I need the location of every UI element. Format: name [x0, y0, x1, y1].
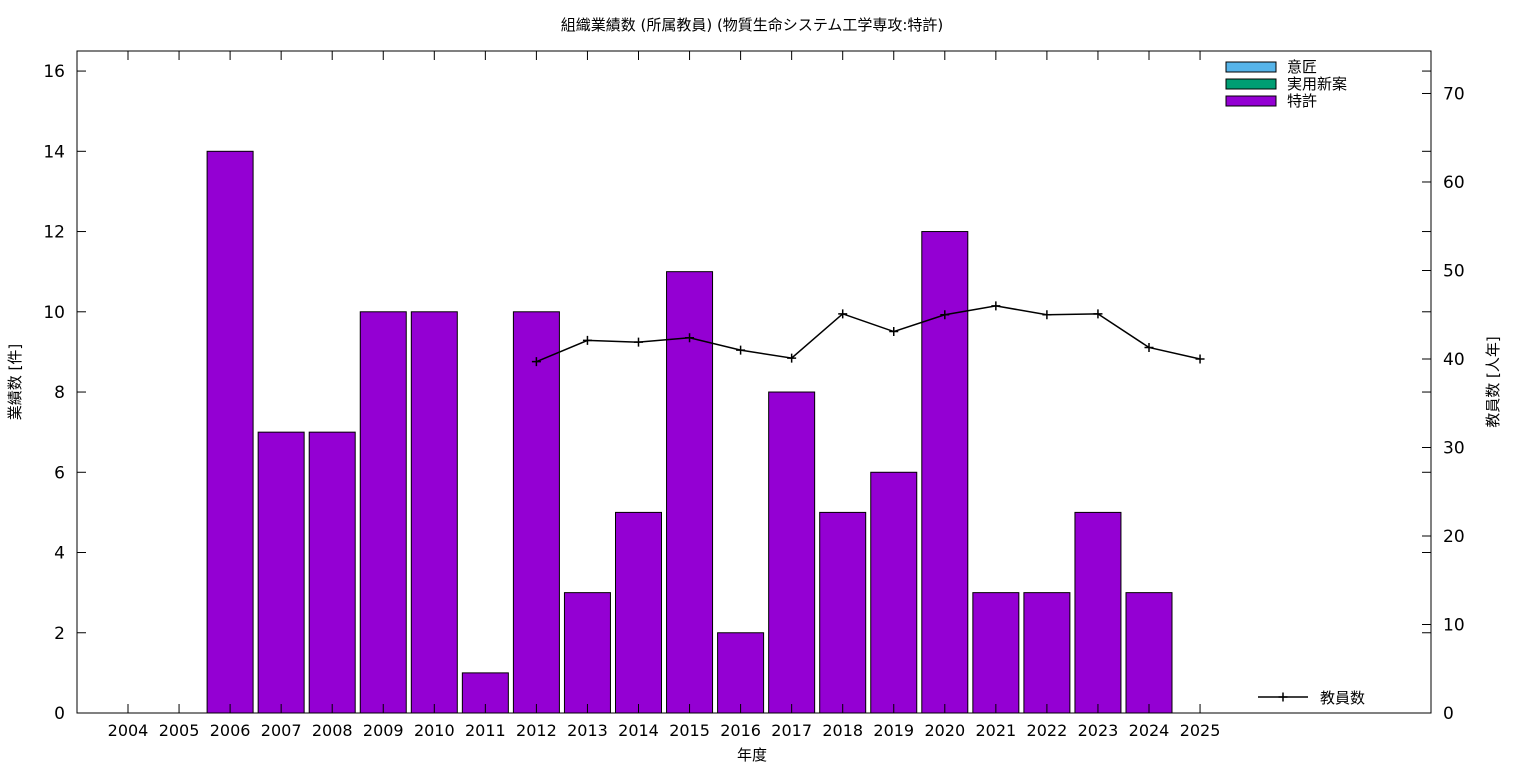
point-教員数-2024	[1144, 342, 1154, 352]
line-教員数	[536, 305, 1201, 363]
x-tick-label: 2008	[312, 721, 353, 740]
teacher-count-line-group	[531, 301, 1205, 367]
legend-label-教員数: 教員数	[1320, 689, 1365, 707]
y2-tick-label: 30	[1443, 438, 1465, 458]
point-教員数-2015	[685, 333, 695, 343]
x-tick-label: 2019	[873, 721, 914, 740]
y-tick-label: 12	[43, 223, 65, 243]
y-tick-label: 16	[43, 62, 65, 82]
bar-特許-2022	[1023, 592, 1071, 714]
point-教員数-2023	[1093, 309, 1103, 319]
x-tick-label: 2016	[720, 721, 761, 740]
x-tick-label: 2013	[567, 721, 608, 740]
legend-marker-教員数	[1278, 692, 1288, 702]
point-教員数-2017	[787, 353, 797, 363]
bar-特許-2020	[921, 231, 969, 714]
point-教員数-2018	[838, 309, 848, 319]
bar-特許-2014	[615, 511, 662, 714]
x-tick-label: 2006	[210, 721, 251, 740]
y-tick-label: 6	[54, 463, 65, 483]
x-tick-label: 2020	[924, 721, 965, 740]
x-tick-label: 2007	[261, 721, 302, 740]
chart-title: 組織業績数 (所属教員) (物質生命システム工学専攻:特許)	[561, 16, 944, 34]
bar-group	[206, 150, 1173, 714]
y2-tick-label: 10	[1443, 615, 1465, 635]
y-tick-label: 0	[54, 704, 65, 724]
y-tick-label: 4	[54, 544, 65, 564]
point-教員数-2014	[634, 337, 643, 347]
legend-swatch-実用新案	[1225, 78, 1277, 90]
x-tick-label: 2004	[108, 721, 149, 740]
bar-特許-2024	[1125, 592, 1173, 714]
x-tick-label: 2014	[618, 721, 659, 740]
x-axis: 2004 2005 2006 2007 2008 2009 2010 2011 2012 2013…	[108, 51, 1221, 740]
y2-tick-label: 60	[1443, 173, 1465, 193]
point-教員数-2016	[736, 345, 746, 355]
y-tick-label: 8	[54, 383, 65, 403]
bar-特許-2023	[1074, 511, 1122, 714]
point-教員数-2013	[582, 335, 592, 345]
y-axis: 0 2 4 6 8 10 12 14 16	[43, 62, 1431, 724]
x-tick-label: 2011	[465, 721, 506, 740]
x-tick-label: 2017	[771, 721, 812, 740]
bar-特許-2009	[359, 311, 407, 714]
legend-label-特許: 特許	[1287, 92, 1317, 110]
x-tick-label: 2022	[1027, 721, 1068, 740]
bar-特許-2010	[410, 311, 458, 714]
legend-label-実用新案: 実用新案	[1287, 75, 1347, 93]
bar-特許-2018	[819, 511, 867, 714]
x-tick-label: 2012	[516, 721, 557, 740]
bar-特許-2016	[717, 632, 765, 714]
point-教員数-2025	[1195, 354, 1205, 364]
legend-swatch-特許	[1225, 95, 1277, 107]
bar-特許-2006	[206, 150, 254, 714]
x-tick-label: 2015	[669, 721, 710, 740]
x-tick-label: 2009	[363, 721, 404, 740]
bar-特許-2019	[870, 471, 918, 714]
y2-tick-label: 70	[1443, 84, 1465, 104]
y2-tick-label: 0	[1443, 704, 1454, 724]
y2-axis-label: 教員数 [人年]	[1484, 336, 1502, 427]
x-axis-label: 年度	[737, 746, 767, 764]
y2-tick-label: 50	[1443, 261, 1465, 281]
x-tick-label: 2023	[1078, 721, 1119, 740]
x-tick-label: 2025	[1180, 721, 1221, 740]
bar-特許-2015	[666, 271, 714, 714]
y-tick-label: 10	[43, 303, 65, 323]
point-教員数-2022	[1042, 310, 1052, 320]
bar-特許-2013	[563, 592, 611, 714]
y2-tick-label: 20	[1443, 527, 1465, 547]
bar-特許-2012	[512, 311, 560, 714]
y2-axis: 0 10 20 30 40 50 60 70	[1422, 84, 1465, 724]
x-tick-label: 2021	[975, 721, 1016, 740]
point-教員数-2019	[889, 327, 899, 337]
x-tick-label: 2024	[1129, 721, 1170, 740]
bar-特許-2008	[308, 431, 356, 714]
point-教員数-2012	[531, 357, 541, 367]
x-tick-label: 2005	[159, 721, 200, 740]
plot-area-frame	[76, 50, 1432, 714]
x-tick-label: 2010	[414, 721, 455, 740]
y-axis-label: 業績数 [件]	[6, 344, 24, 420]
point-教員数-2020	[940, 310, 950, 320]
bar-特許-2007	[257, 431, 305, 714]
x-tick-label: 2018	[822, 721, 863, 740]
point-教員数-2021	[991, 301, 1001, 311]
legend-label-意匠: 意匠	[1287, 58, 1317, 76]
legend-swatch-意匠	[1225, 61, 1277, 73]
y-tick-label: 2	[54, 624, 65, 644]
bar-特許-2017	[768, 391, 816, 714]
y2-tick-label: 40	[1443, 350, 1465, 370]
y-tick-label: 14	[43, 142, 65, 162]
bar-特許-2021	[972, 592, 1020, 714]
